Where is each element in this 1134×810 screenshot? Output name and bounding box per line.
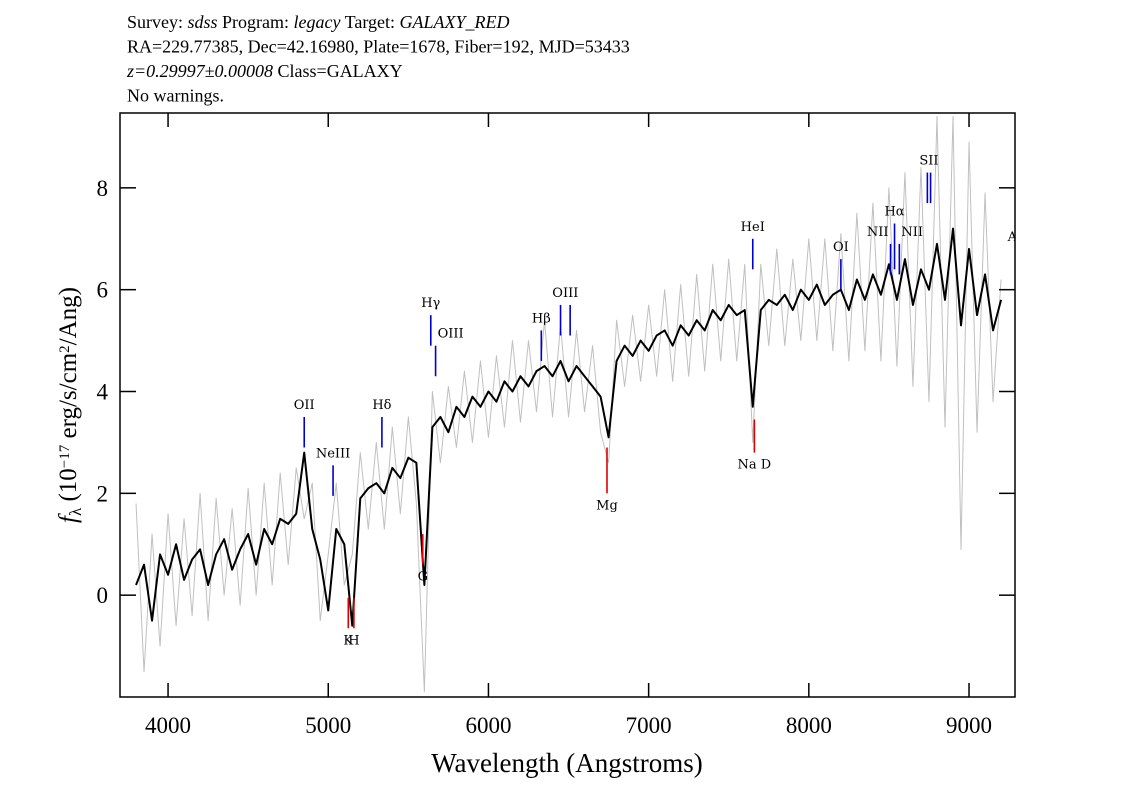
header-text: Program: (218, 12, 294, 32)
x-tick-label: 4000 (145, 713, 191, 738)
line-label: NeIII (316, 446, 350, 461)
y-tick-label: 4 (97, 380, 109, 405)
y-tick-label: 0 (97, 583, 109, 608)
x-tick-label: 6000 (465, 713, 511, 738)
y-axis-label-part: −17 (57, 444, 73, 468)
line-label: SII (919, 154, 938, 169)
axes-frame (119, 112, 1016, 698)
line-label: Hδ (372, 398, 391, 413)
line-label: Ar (1007, 230, 1024, 245)
line-label: HeI (741, 220, 765, 235)
header-line: RA=229.77385, Dec=42.16980, Plate=1678, … (127, 37, 630, 57)
line-label: OII (294, 398, 315, 413)
header-text: GALAXY_RED (400, 12, 510, 32)
line-label: OIII (438, 327, 464, 342)
line-label: OIII (552, 286, 578, 301)
x-tick-label: 7000 (626, 713, 672, 738)
header-text: z=0.29997±0.00008 (126, 61, 273, 81)
header-line: z=0.29997±0.00008 Class=GALAXY (126, 61, 403, 81)
y-tick-label: 6 (97, 278, 109, 303)
x-axis-label: Wavelength (Angstroms) (431, 748, 703, 778)
header-text: Target: (340, 12, 399, 32)
y-axis-label-part: erg/s/cm (55, 352, 82, 444)
line-label: G (418, 570, 428, 585)
y-axis-label-part: λ (66, 507, 85, 516)
header-text: No warnings. (127, 86, 224, 106)
plot-area: OIINeIIIHδHγOIIIHβOIIIHeIOINIIHαNIISIIAr… (135, 116, 1024, 693)
header-text: RA=229.77385, Dec=42.16980, Plate=1678, … (127, 37, 630, 57)
header-text: legacy (294, 12, 341, 32)
y-axis-label: fλ (10−17 erg/s/cm2/Ang) (55, 287, 85, 523)
line-label: Hβ (532, 311, 551, 326)
x-tick-label: 5000 (305, 713, 351, 738)
y-tick-label: 8 (97, 176, 109, 201)
y-axis-label-part: 2 (57, 345, 73, 353)
header-text: Class=GALAXY (273, 61, 403, 81)
y-axis-label-part: (10 (55, 468, 82, 508)
header-line: No warnings. (127, 86, 224, 106)
x-tick-label: 8000 (786, 713, 832, 738)
line-label: K (343, 633, 353, 648)
line-label: Na D (738, 458, 772, 473)
line-label: OI (833, 240, 849, 255)
line-label: NII (867, 225, 889, 240)
y-tick-label: 2 (97, 481, 109, 506)
line-label: Hγ (421, 296, 440, 311)
y-axis-label-part: f (55, 513, 82, 523)
line-label: Mg (596, 498, 618, 513)
line-label: Hα (884, 204, 904, 219)
header-line: Survey: sdss Program: legacy Target: GAL… (127, 12, 510, 32)
header-text: Survey: (127, 12, 188, 32)
spectrum-line (135, 116, 1002, 693)
spectrum-line (135, 227, 1003, 627)
y-axis-label-part: /Ang) (55, 287, 82, 345)
line-label: H (348, 633, 359, 648)
header-text: sdss (188, 12, 218, 32)
line-label: NII (901, 225, 923, 240)
x-tick-label: 9000 (946, 713, 992, 738)
